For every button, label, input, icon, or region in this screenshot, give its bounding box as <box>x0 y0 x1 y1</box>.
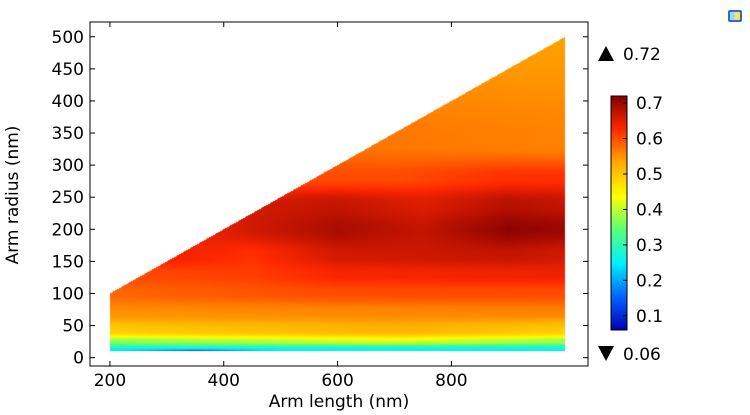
y-tick-label: 400 <box>52 92 84 112</box>
triangle-up-icon <box>598 46 614 61</box>
colorbar-tick-label: 0.2 <box>636 271 663 291</box>
y-tick-label: 450 <box>52 60 84 80</box>
screen-icon[interactable] <box>727 8 743 22</box>
y-tick-label: 250 <box>52 188 84 208</box>
colorbar-max-label: 0.72 <box>623 45 661 65</box>
colorbar: 0.1 0.2 0.3 0.4 0.5 0.6 0.7 0.72 0.06 <box>598 45 663 365</box>
plot-area <box>89 21 589 367</box>
x-tick-label: 600 <box>321 371 353 391</box>
heatmap-surface <box>109 36 566 352</box>
y-tick-label: 500 <box>52 28 84 48</box>
y-axis-title: Arm radius (nm) <box>3 126 23 265</box>
y-tick-label: 200 <box>52 220 84 240</box>
colorbar-gradient <box>610 95 628 331</box>
screen-icon-graphic <box>728 10 742 22</box>
colorbar-tick-label: 0.3 <box>636 236 663 256</box>
colorbar-tick-label: 0.6 <box>636 130 663 150</box>
x-axis: 200 400 600 800 <box>94 22 468 391</box>
colorbar-tick-label: 0.5 <box>636 165 663 185</box>
colorbar-tick-label: 0.4 <box>636 200 663 220</box>
plot-border <box>89 21 589 367</box>
triangle-down-icon <box>598 346 614 361</box>
x-axis-title: Arm length (nm) <box>269 392 409 412</box>
colorbar-ticks: 0.1 0.2 0.3 0.4 0.5 0.6 0.7 <box>623 94 663 327</box>
x-tick-label: 200 <box>94 371 126 391</box>
y-tick-label: 0 <box>73 349 84 369</box>
x-tick-label: 400 <box>208 371 240 391</box>
y-tick-label: 100 <box>52 284 84 304</box>
y-axis: 0 50 100 150 200 250 300 350 400 450 500 <box>52 28 588 369</box>
x-tick-label: 800 <box>435 371 467 391</box>
y-tick-label: 350 <box>52 124 84 144</box>
colorbar-tick-label: 0.7 <box>636 94 663 114</box>
y-tick-label: 300 <box>52 156 84 176</box>
colorbar-tick-label: 0.1 <box>636 307 663 327</box>
y-tick-label: 150 <box>52 252 84 272</box>
colorbar-min-label: 0.06 <box>623 345 661 365</box>
y-tick-label: 50 <box>62 317 84 337</box>
